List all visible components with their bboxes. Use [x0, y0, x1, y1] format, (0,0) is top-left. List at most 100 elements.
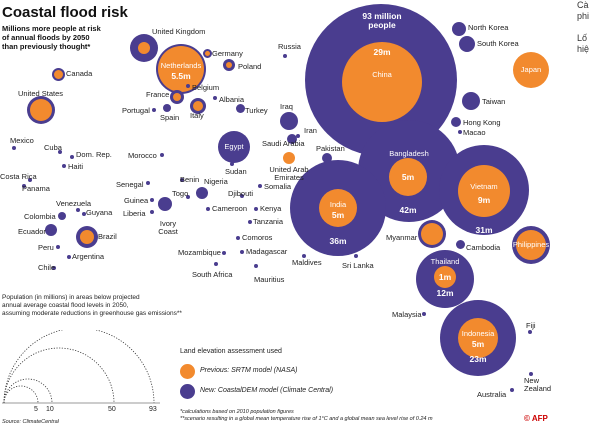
legend-previous-label: Previous: SRTM model (NASA) [200, 367, 298, 374]
label-myanmar: Myanmar [386, 233, 418, 242]
egypt-label: Egypt [224, 142, 244, 151]
label-ivory-coast: Ivory Coast [158, 219, 178, 236]
bubble-turkey [236, 104, 245, 113]
bubble-ivory-coast [158, 197, 172, 211]
label-brazil: Brazil [98, 232, 117, 241]
side-text-line-1: Cà [577, 0, 589, 10]
label-sudan: Sudan [225, 167, 247, 176]
bubble-hong-kong [451, 117, 461, 127]
dot-belgium [186, 84, 190, 88]
indonesia-total: 23m [469, 354, 487, 364]
bubble-myanmar-previous [421, 223, 443, 245]
source-text: Source: ClimateCentral [2, 419, 59, 425]
scale-arc-50 [3, 347, 115, 404]
label-maldives: Maldives [292, 258, 322, 267]
label-cambodia: Cambodia [466, 243, 501, 252]
label-south-korea: South Korea [477, 39, 519, 48]
bubble-germany [203, 49, 212, 58]
label-kenya: Kenya [260, 204, 282, 213]
dot-guyana [82, 212, 86, 216]
thailand-previous-value: 1m [438, 272, 452, 282]
dot-djibouti [240, 194, 244, 198]
china-total: 93 million people [362, 11, 402, 30]
dot-south-africa [214, 262, 218, 266]
vietnam-previous-value: 9m [477, 195, 491, 205]
dot-malaysia [422, 312, 426, 316]
label-chile: Chile [38, 263, 56, 272]
bubble-indonesia-previous [458, 318, 498, 358]
netherlands-previous-value: 5.5m [171, 71, 191, 81]
japan-label: Japan [520, 65, 542, 74]
bubble-north-korea [452, 22, 466, 36]
dot-benin [180, 178, 184, 182]
dot-argentina [67, 255, 71, 259]
label-argentina: Argentina [72, 252, 105, 261]
label-germany: Germany [212, 49, 243, 58]
dot-maldives [302, 254, 306, 258]
population-scale [2, 330, 160, 404]
label-senegal: Senegal [116, 180, 144, 189]
bangladesh-label: Bangladesh [389, 149, 429, 158]
dot-sri-lanka [354, 254, 358, 258]
scale-arc-10 [3, 378, 53, 404]
side-text-line-4: hiệ [577, 44, 590, 54]
label-new-zealand: New Zealand [524, 376, 552, 393]
label-malaysia: Malaysia [392, 310, 422, 319]
label-iran: Iran [304, 126, 317, 135]
label-nigeria: Nigeria [204, 177, 228, 186]
label-dom-rep: Dom. Rep. [76, 150, 112, 159]
bangladesh-previous-value: 5m [401, 172, 415, 182]
label-djibouti: Djibouti [228, 189, 254, 198]
thailand-total: 12m [436, 288, 454, 298]
dot-portugal [152, 108, 156, 112]
dot-tanzania [248, 220, 252, 224]
label-macao: Macao [463, 128, 486, 137]
bubble-taiwan [462, 92, 480, 110]
scale-tick-10: 10 [46, 406, 54, 413]
dot-russia [283, 54, 287, 58]
bubble-france-previous [173, 93, 181, 101]
label-spain: Spain [160, 113, 180, 122]
india-total: 36m [329, 236, 347, 246]
label-pakistan: Pakistan [316, 144, 345, 153]
flood-risk-infographic: Coastal flood risk Millions more people … [0, 4, 552, 425]
bubble-poland-previous [226, 62, 232, 68]
label-morocco: Morocco [128, 151, 157, 160]
label-uk: United Kingdom [152, 27, 206, 36]
bubble-us-previous [30, 99, 52, 121]
label-turkey: Turkey [245, 106, 268, 115]
scale-tick-50: 50 [108, 406, 116, 413]
footnote-1: *calculations based on 2010 population f… [180, 409, 294, 415]
population-note-line-2: annual average coastal flood levels in 2… [2, 302, 129, 310]
dot-panama [22, 184, 26, 188]
dot-macao [458, 130, 462, 134]
dot-chile [52, 266, 56, 270]
dot-liberia [150, 210, 154, 214]
scale-tick-93: 93 [149, 406, 157, 413]
afp-credit: © AFP [524, 414, 548, 423]
label-australia: Australia [477, 390, 507, 399]
label-north-korea: North Korea [468, 23, 509, 32]
dot-cuba [58, 150, 62, 154]
label-iraq: Iraq [280, 102, 293, 111]
footnotes: *calculations based on 2010 population f… [180, 409, 433, 423]
label-venezuela: Venezuela [56, 199, 92, 208]
philippines-label: Philippines [512, 240, 550, 249]
dot-venezuela [76, 208, 80, 212]
dot-guinea [150, 198, 154, 202]
dot-togo [186, 195, 190, 199]
dot-iran [296, 134, 300, 138]
label-mauritius: Mauritius [254, 275, 285, 284]
label-taiwan: Taiwan [482, 97, 506, 106]
label-hong-kong: Hong Kong [463, 118, 501, 127]
bubble-south-korea [459, 36, 475, 52]
bubble-bangladesh-previous [389, 158, 427, 196]
bubble-cambodia [456, 240, 465, 249]
dot-comoros [236, 236, 240, 240]
dot-mozambique [222, 251, 226, 255]
label-italy: Italy [190, 111, 204, 120]
dot-costa-rica [28, 178, 32, 182]
china-previous-value: 29m [373, 47, 391, 57]
dot-mexico [12, 146, 16, 150]
